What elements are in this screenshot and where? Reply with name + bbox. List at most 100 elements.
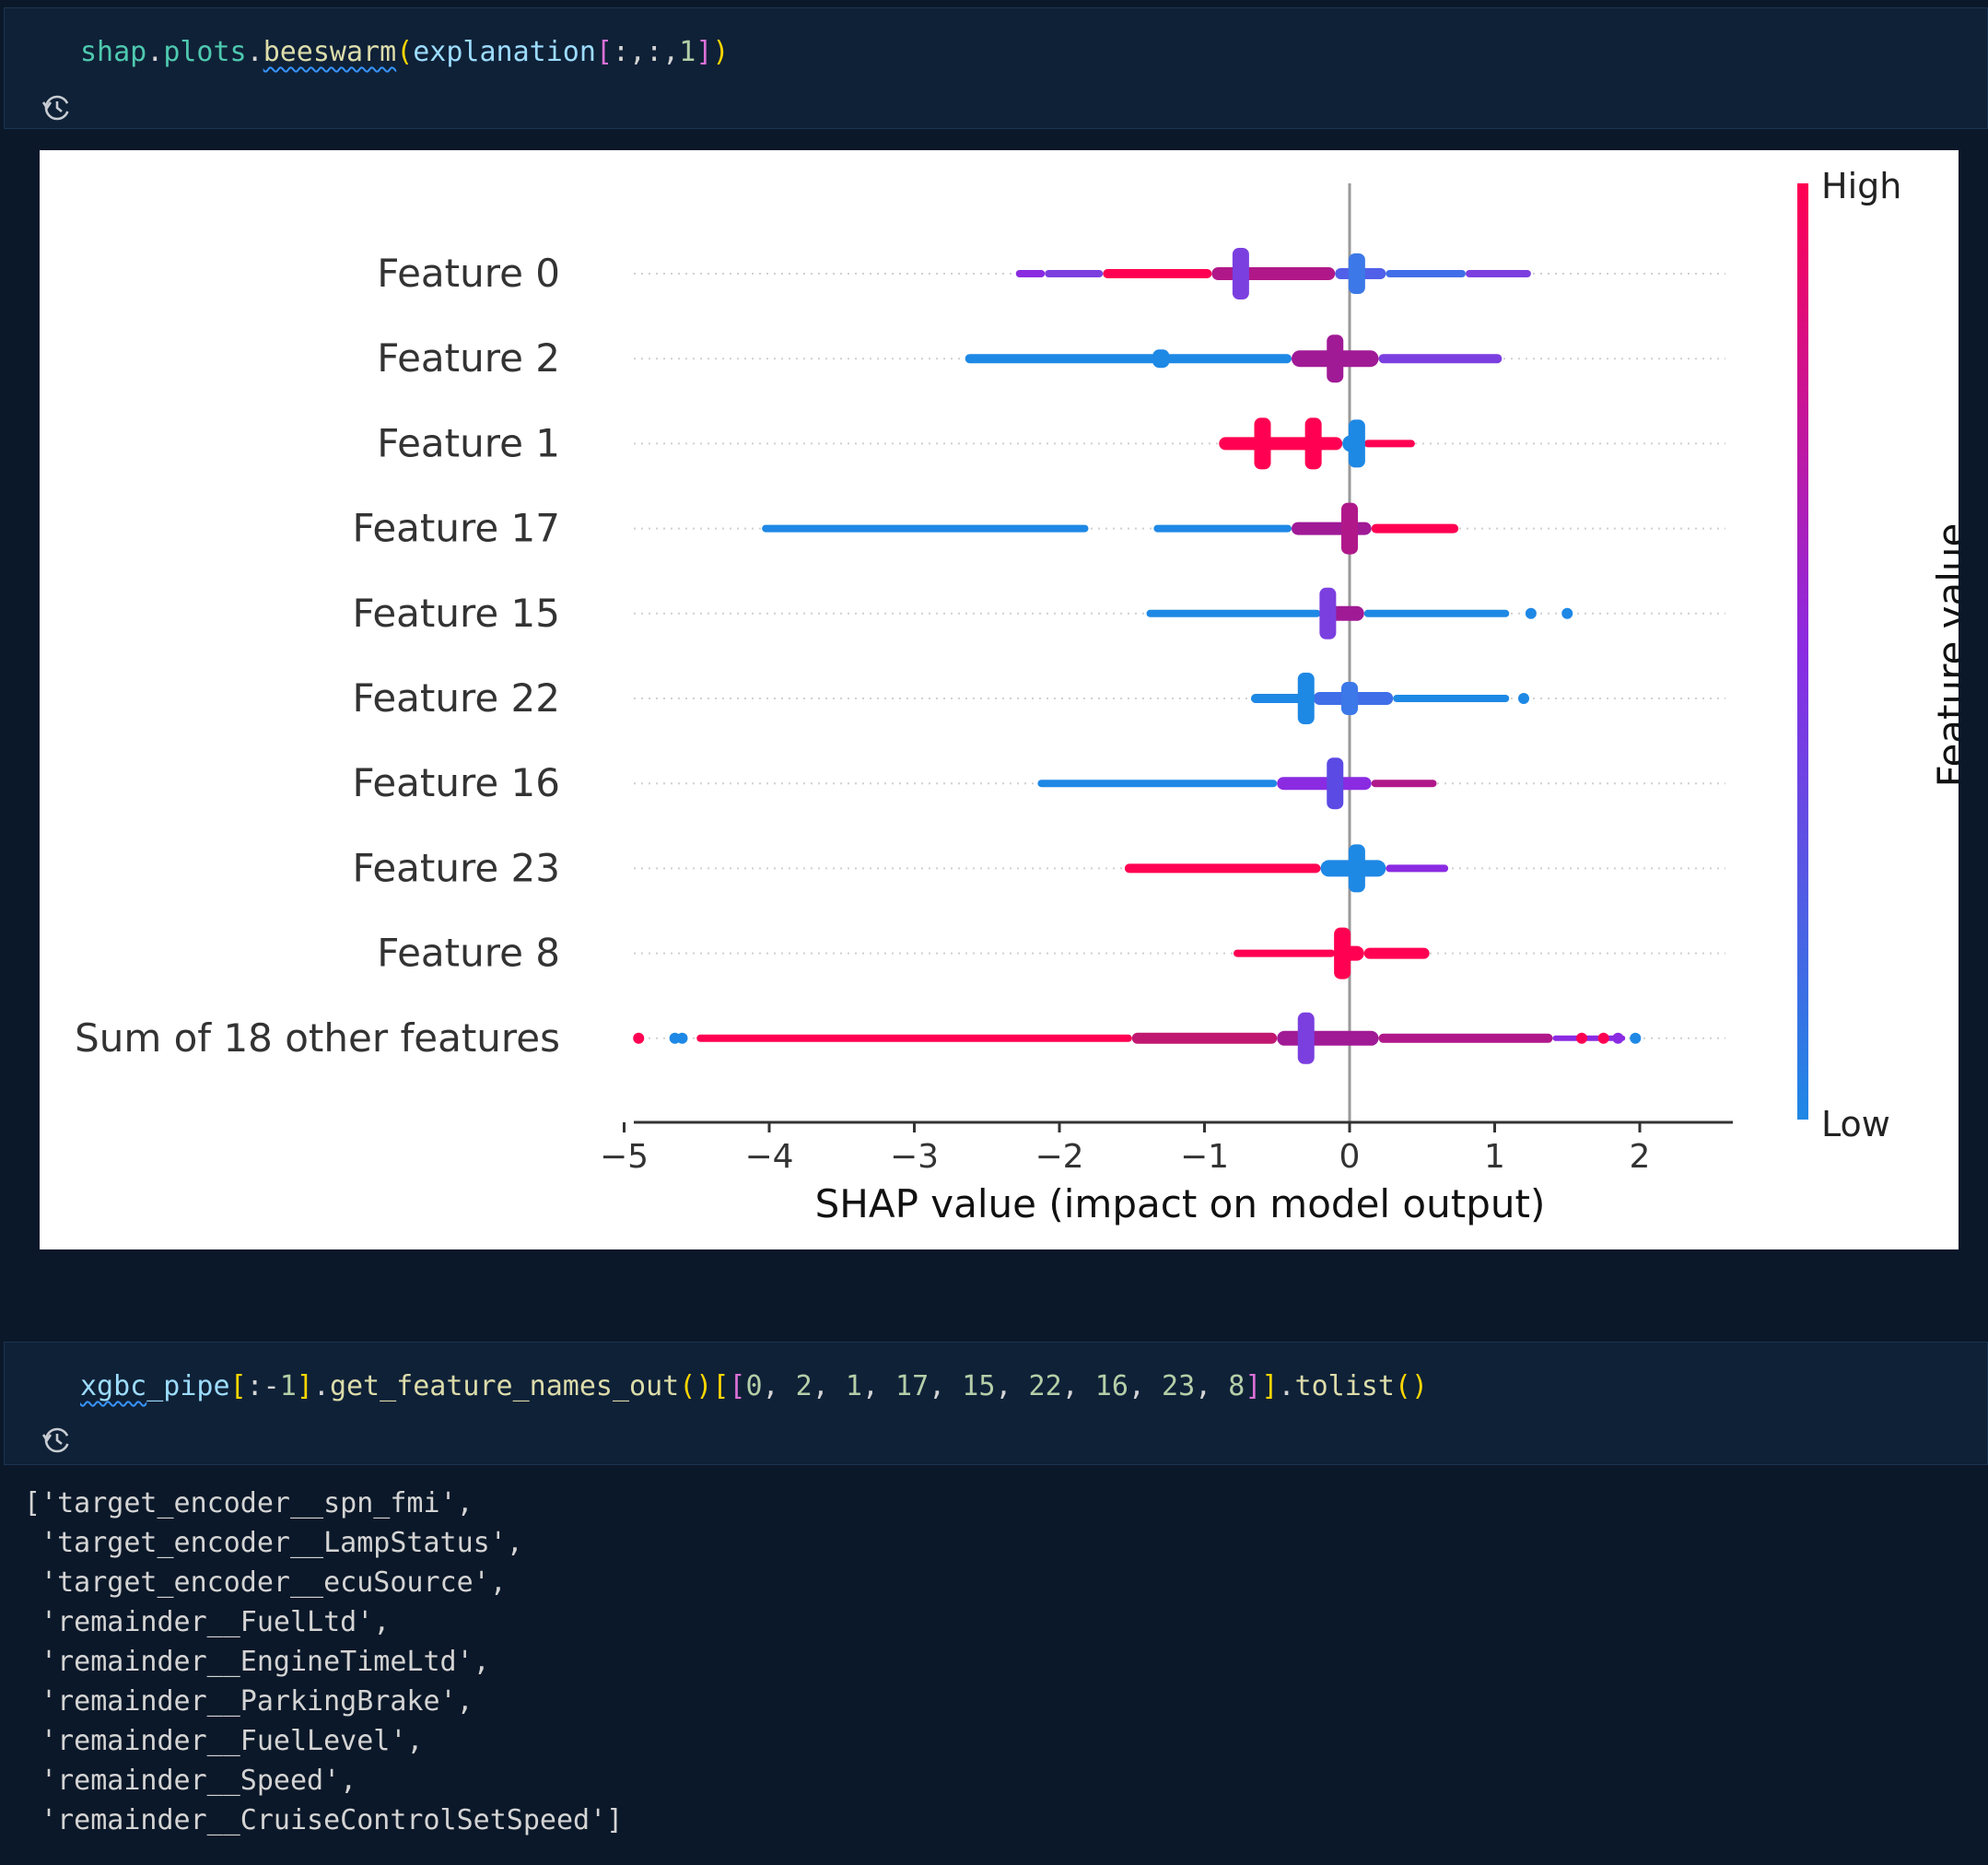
colorbar-low-label: Low — [1821, 1104, 1890, 1144]
swarm-band — [1363, 440, 1415, 448]
output-line: ['target_encoder__spn_fmi', — [24, 1487, 474, 1519]
code-token: . — [246, 36, 263, 68]
swarm-band — [1378, 354, 1503, 364]
swarm-band — [1292, 522, 1372, 535]
data-point — [1525, 607, 1537, 619]
feature-label: Feature 23 — [352, 845, 560, 890]
code-token: [ — [729, 1370, 746, 1402]
code-cell-1[interactable]: shap.plots.beeswarm(explanation[:,:,1]) — [4, 7, 1988, 129]
code-token: [ — [229, 1370, 247, 1402]
data-point — [1576, 1032, 1587, 1044]
swarm-cluster — [1327, 334, 1344, 383]
data-point — [1518, 693, 1529, 704]
x-axis-label: SHAP value (impact on model output) — [815, 1181, 1546, 1226]
output-line: 'remainder__Speed', — [24, 1765, 357, 1797]
x-tick-label: 0 — [1339, 1138, 1361, 1176]
code-token: () — [679, 1370, 713, 1402]
code-token: 0 — [745, 1370, 763, 1402]
code-token: plots — [163, 36, 247, 68]
code-token: ] — [1245, 1370, 1262, 1402]
code-token: ( — [396, 36, 414, 68]
code-token: 15 — [962, 1370, 996, 1402]
swarm-band — [1277, 777, 1372, 791]
history-icon[interactable] — [38, 89, 75, 126]
code-line[interactable]: xgbc_pipe[:-1].get_feature_names_out()[[… — [80, 1370, 1428, 1402]
swarm-cluster — [1319, 587, 1337, 639]
x-tick-label: −5 — [600, 1138, 649, 1176]
beeswarm-chart: Feature 0 Feature 2 Feature 1 Feature 17 Fea… — [75, 166, 1959, 1226]
code-token: , — [1128, 1370, 1163, 1402]
swarm-band — [1393, 695, 1510, 702]
swarm-band — [1234, 949, 1336, 957]
swarm-band — [1211, 267, 1336, 280]
swarm-band — [1037, 780, 1278, 788]
swarm-band — [762, 524, 1089, 533]
swarm-band — [1045, 270, 1104, 277]
feature-label: Sum of 18 other features — [75, 1015, 560, 1061]
swarm-band — [1371, 523, 1459, 534]
swarm-cluster — [1341, 502, 1358, 555]
swarm-band — [696, 1034, 1132, 1042]
code-token: , — [861, 1370, 896, 1402]
code-token: _pipe — [146, 1370, 230, 1402]
swarm-cluster — [1341, 682, 1358, 715]
history-icon[interactable] — [38, 1422, 75, 1459]
swarm-cluster — [1348, 844, 1365, 893]
swarm-band — [1219, 437, 1343, 451]
x-tick-label: −3 — [890, 1138, 939, 1176]
feature-label: Feature 22 — [352, 675, 560, 721]
code-token: get_feature_names_out — [329, 1370, 680, 1402]
code-token: shap — [80, 36, 147, 68]
swarm-band — [1466, 270, 1531, 277]
output-line: 'target_encoder__ecuSource', — [24, 1566, 507, 1599]
code-token: 16 — [1094, 1370, 1128, 1402]
data-point — [676, 1032, 688, 1044]
code-token: ] — [296, 1370, 313, 1402]
code-token: [ — [595, 36, 613, 68]
swarm-band — [1153, 524, 1292, 533]
data-point — [1597, 1032, 1609, 1044]
data-point — [633, 1032, 645, 1044]
colorbar-high-label: High — [1821, 166, 1901, 206]
x-tick-label: −4 — [744, 1138, 793, 1176]
code-token: , — [1195, 1370, 1229, 1402]
swarm-band — [1250, 694, 1314, 703]
colorbar-axis-label: Feature value — [1929, 523, 1959, 788]
feature-label: Feature 1 — [377, 420, 560, 465]
code-token: 8 — [1228, 1370, 1245, 1402]
x-tick-label: −2 — [1035, 1138, 1083, 1176]
output-line: 'remainder__FuelLevel', — [24, 1725, 424, 1757]
swarm-band — [1363, 609, 1510, 617]
code-line[interactable]: shap.plots.beeswarm(explanation[:,:,1]) — [80, 36, 729, 68]
code-token: , — [995, 1370, 1029, 1402]
code-token: , — [812, 1370, 846, 1402]
x-tick-label: 2 — [1630, 1138, 1651, 1176]
code-token: ] — [1261, 1370, 1279, 1402]
code-token: . — [312, 1370, 330, 1402]
colorbar — [1797, 183, 1808, 1120]
output-line: 'remainder__CruiseControlSetSpeed'] — [24, 1804, 624, 1836]
swarm-cluster — [1232, 248, 1249, 299]
swarm-cluster — [1152, 349, 1170, 369]
code-token: explanation — [413, 36, 596, 68]
swarm-cluster — [1327, 757, 1344, 810]
code-token: beeswarm — [263, 36, 397, 68]
swarm-band — [1386, 270, 1466, 277]
code-token: 23 — [1162, 1370, 1196, 1402]
cell-output: ['target_encoder__spn_fmi', 'target_enco… — [24, 1484, 623, 1840]
swarm-cluster — [1254, 417, 1271, 470]
feature-label: Feature 2 — [377, 335, 560, 381]
code-token: 1 — [679, 36, 696, 68]
code-token: . — [1278, 1370, 1295, 1402]
swarm-band — [1371, 780, 1437, 788]
swarm-cluster — [1348, 419, 1365, 468]
swarm-cluster — [1348, 253, 1365, 294]
code-token: , — [929, 1370, 963, 1402]
code-token: ] — [696, 36, 713, 68]
swarm-cluster — [1297, 673, 1315, 724]
swarm-band — [1378, 1033, 1553, 1043]
code-token: , — [762, 1370, 796, 1402]
swarm-cluster — [1304, 417, 1322, 470]
code-cell-2[interactable]: xgbc_pipe[:-1].get_feature_names_out()[[… — [4, 1342, 1988, 1465]
swarm-band — [965, 354, 1292, 364]
